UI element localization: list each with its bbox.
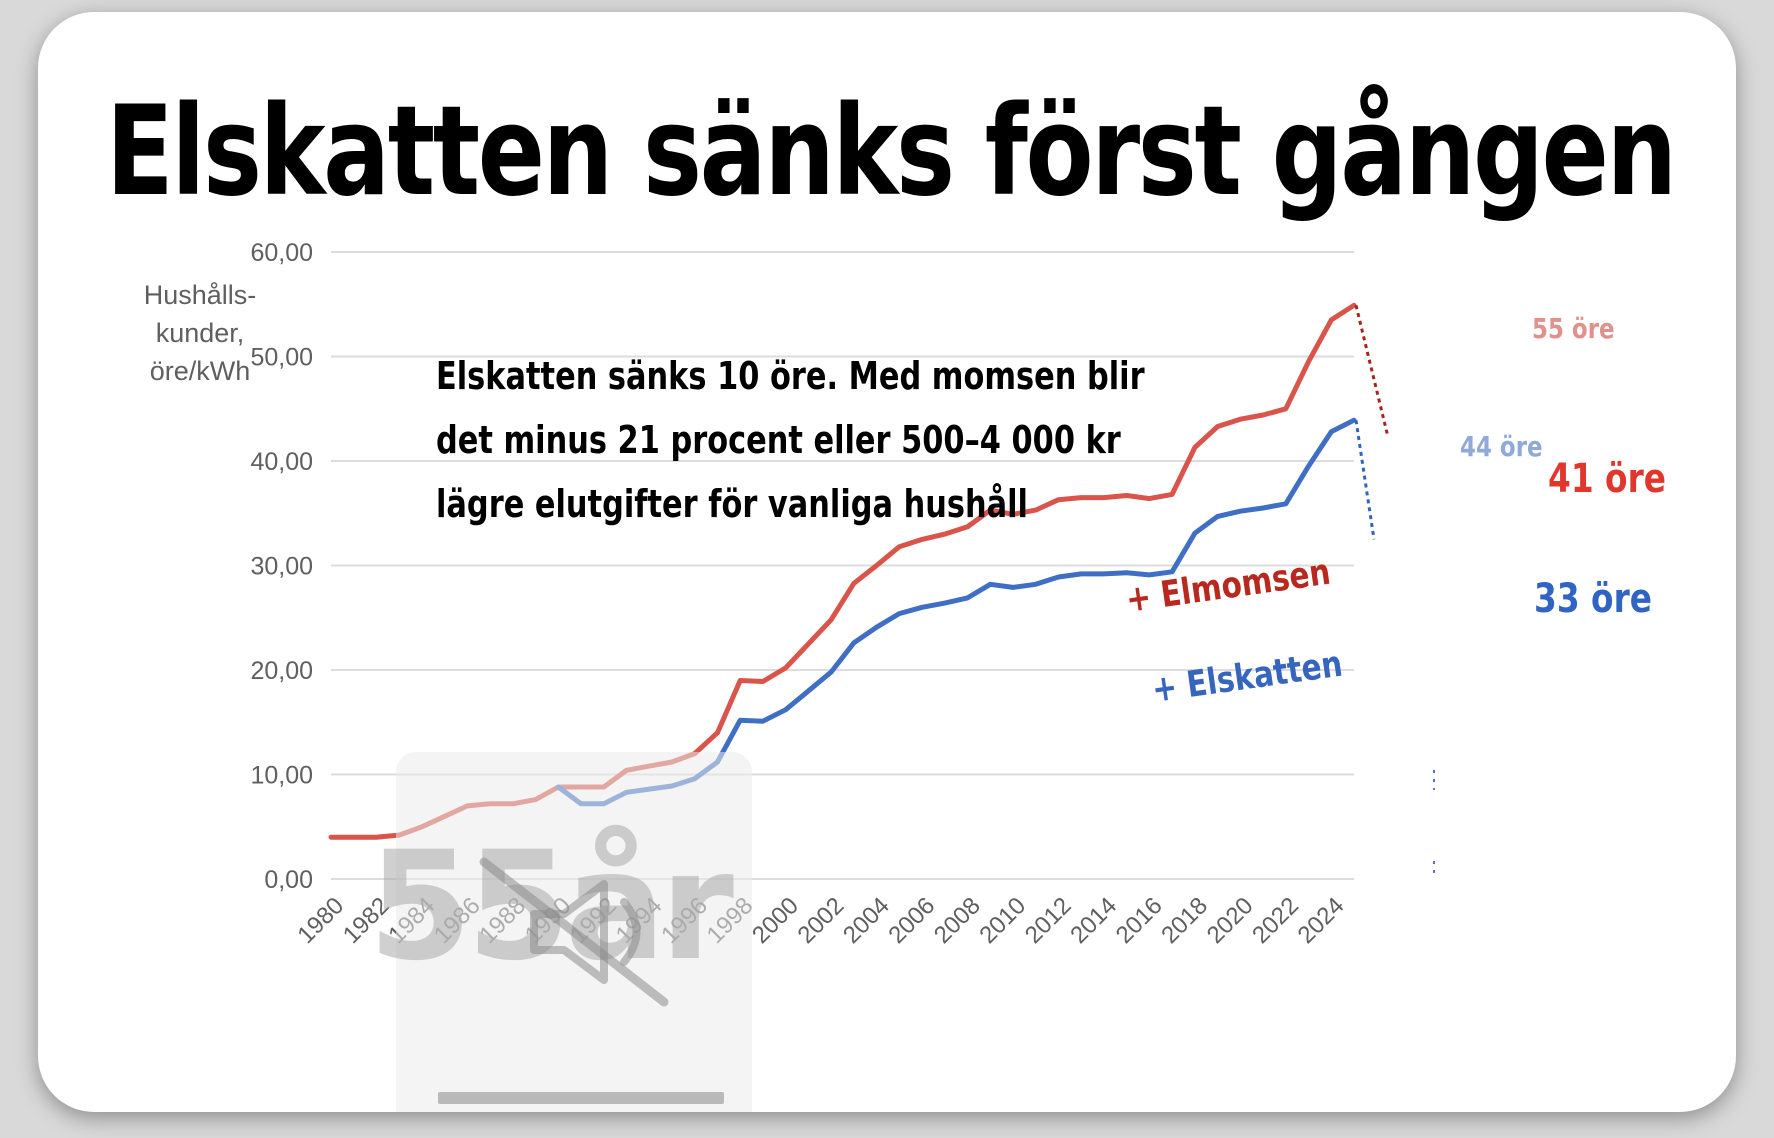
drop-line-blue — [1354, 420, 1376, 540]
annotation-text: Elskatten sänks 10 öre. Med momsen blir … — [436, 344, 1156, 536]
y-axis-label-line-3: öre/kWh — [149, 356, 251, 386]
overlay-watermark-text: 55år — [368, 820, 788, 994]
x-tick-label: 2012 — [1020, 892, 1077, 949]
x-tick-label: 2010 — [974, 892, 1031, 949]
annotation-line-2: det minus 21 procent eller 500–4 000 kr — [436, 418, 1121, 462]
y-tick-labels: 0,00 10,00 20,00 30,00 40,00 50,00 60,00 — [250, 239, 313, 894]
drop-lines — [1354, 304, 1390, 540]
x-tick-label: 2002 — [793, 892, 850, 949]
x-tick-label: 2006 — [883, 892, 940, 949]
series-label-elmomsen: + Elmomsen — [1123, 550, 1333, 621]
x-tick-label: 2014 — [1065, 892, 1122, 949]
x-tick-label: 2016 — [1111, 892, 1168, 949]
label-33-ore: 33 öre — [1534, 575, 1652, 622]
y-axis-label: Hushålls- kunder, öre/kWh — [90, 276, 310, 390]
x-tick-label: 2022 — [1247, 892, 1304, 949]
x-tick-label: 2024 — [1293, 892, 1350, 949]
y-tick-label: 40,00 — [250, 448, 313, 476]
y-tick-label: 60,00 — [250, 239, 313, 267]
label-55-ore: 55 öre — [1532, 313, 1615, 346]
chart-card: Elskatten sänks först gången Hushålls- k… — [38, 12, 1736, 1112]
y-tick-label: 30,00 — [250, 553, 313, 581]
y-axis-label-line-2: kunder, — [155, 318, 245, 348]
line-chart: 0,00 10,00 20,00 30,00 40,00 50,00 60,00 1980 1… — [250, 239, 1666, 949]
x-tick-label: 2004 — [838, 892, 895, 949]
page-title: Elskatten sänks först gången — [106, 80, 1677, 224]
x-tick-label: 2018 — [1156, 892, 1213, 949]
drop-line-red — [1354, 304, 1390, 438]
x-tick-label: 2020 — [1202, 892, 1259, 949]
y-axis-label-line-1: Hushålls- — [143, 280, 257, 310]
y-tick-label: 10,00 — [250, 762, 313, 790]
y-tick-label: 20,00 — [250, 657, 313, 685]
annotation-line-1: Elskatten sänks 10 öre. Med momsen blir — [436, 354, 1145, 398]
video-overlay[interactable]: 55år — [368, 752, 752, 1112]
x-tick-label: 1980 — [292, 892, 349, 949]
mute-icon[interactable] — [464, 852, 684, 1012]
label-41-ore: 41 öre — [1548, 455, 1666, 502]
y-tick-label: 0,00 — [264, 866, 313, 894]
video-progress-bar[interactable] — [438, 1092, 724, 1104]
label-44-ore: 44 öre — [1460, 431, 1543, 464]
y-tick-label: 50,00 — [250, 344, 313, 372]
x-tick-label: 2008 — [929, 892, 986, 949]
annotation-line-3: lägre elutgifter för vanliga hushåll — [436, 482, 1028, 526]
series-label-elskatten: + Elskatten — [1149, 642, 1345, 711]
